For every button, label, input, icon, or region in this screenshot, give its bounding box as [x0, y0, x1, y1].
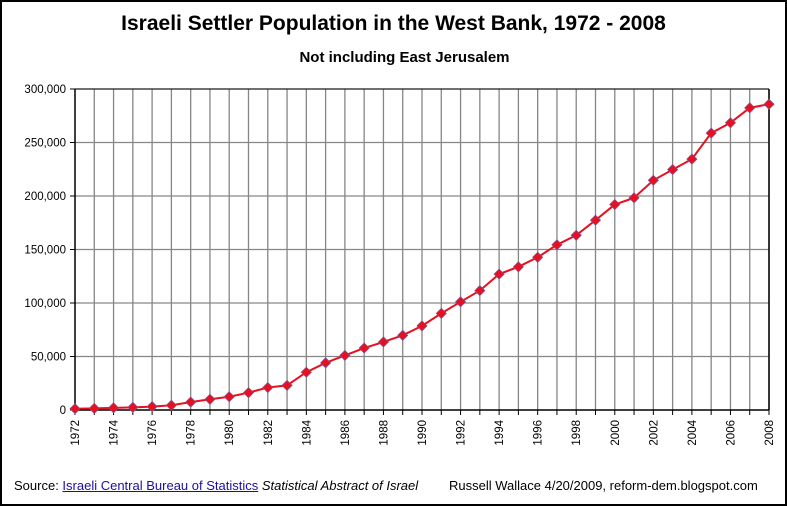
x-tick-label: 1972: [70, 420, 82, 446]
y-tick-label: 250,000: [24, 138, 66, 150]
data-point: [705, 127, 717, 139]
x-tick-label: 2002: [648, 420, 660, 446]
chart-title: Israeli Settler Population in the West B…: [121, 12, 666, 35]
data-point: [320, 357, 332, 369]
data-point: [686, 153, 698, 165]
data-point: [667, 164, 679, 176]
x-tick-label: 1980: [224, 420, 236, 446]
data-point: [107, 402, 120, 414]
data-point: [377, 336, 390, 348]
data-point: [744, 102, 756, 114]
data-point: [474, 285, 486, 297]
x-tick-label: 1974: [109, 419, 121, 445]
data-point: [570, 229, 582, 241]
x-tick-label: 1996: [533, 420, 545, 446]
x-tick-label: 1984: [301, 419, 313, 445]
y-tick-label: 50,000: [31, 352, 66, 364]
data-point: [454, 296, 467, 308]
x-tick-label: 2008: [764, 420, 776, 446]
data-point: [493, 268, 505, 280]
data-point: [551, 239, 563, 251]
data-point: [609, 198, 621, 211]
data-point: [397, 329, 409, 341]
data-point: [88, 402, 100, 414]
line-chart: 0 50,000 100,000 150,000 200,000 250,000 300,0…: [24, 84, 776, 446]
data-point: [300, 366, 312, 378]
x-tick-label: 2006: [725, 420, 737, 446]
data-point: [435, 307, 447, 319]
chart-subtitle: Not including East Jerusalem: [299, 49, 510, 66]
data-point: [223, 391, 235, 403]
source-link[interactable]: Israeli Central Bureau of Statistics: [62, 478, 259, 493]
source-publication: Statistical Abstract of Israel: [261, 478, 419, 493]
x-tick-label: 1982: [263, 420, 275, 446]
data-point: [724, 117, 737, 129]
y-tick-label: 100,000: [24, 298, 66, 310]
source-note: Source: Israeli Central Bureau of Statis…: [14, 478, 418, 493]
data-point: [185, 396, 197, 408]
author-credit: Russell Wallace 4/20/2009, reform-dem.bl…: [449, 478, 758, 493]
data-point: [532, 251, 544, 263]
data-point: [358, 342, 370, 354]
y-tick-label: 150,000: [24, 245, 66, 257]
data-point: [628, 192, 640, 204]
x-tick-label: 1976: [147, 420, 159, 446]
data-point: [165, 399, 177, 411]
data-point: [339, 349, 351, 361]
x-tick-label: 1988: [378, 420, 390, 446]
data-point: [589, 214, 602, 226]
data-point: [69, 403, 81, 415]
data-point: [204, 393, 216, 405]
data-point: [416, 320, 428, 332]
source-prefix: Source:: [14, 478, 63, 493]
data-point: [647, 174, 659, 186]
data-point: [127, 401, 139, 413]
x-tick-label: 1994: [494, 419, 506, 445]
data-point: [281, 379, 293, 391]
y-tick-label: 300,000: [24, 84, 66, 96]
x-tick-label: 1986: [340, 420, 352, 446]
x-tick-label: 2000: [610, 420, 622, 446]
data-point: [242, 387, 255, 399]
y-tick-label: 0: [60, 405, 66, 417]
x-tick-label: 2004: [687, 419, 699, 445]
x-tick-label: 1998: [571, 420, 583, 446]
y-tick-label: 200,000: [24, 191, 66, 203]
data-point: [512, 261, 524, 273]
data-point: [262, 381, 274, 394]
x-tick-label: 1990: [417, 420, 429, 446]
x-tick-label: 1978: [186, 420, 198, 446]
data-point: [763, 98, 775, 110]
data-point: [146, 401, 158, 413]
x-tick-label: 1992: [456, 420, 468, 446]
